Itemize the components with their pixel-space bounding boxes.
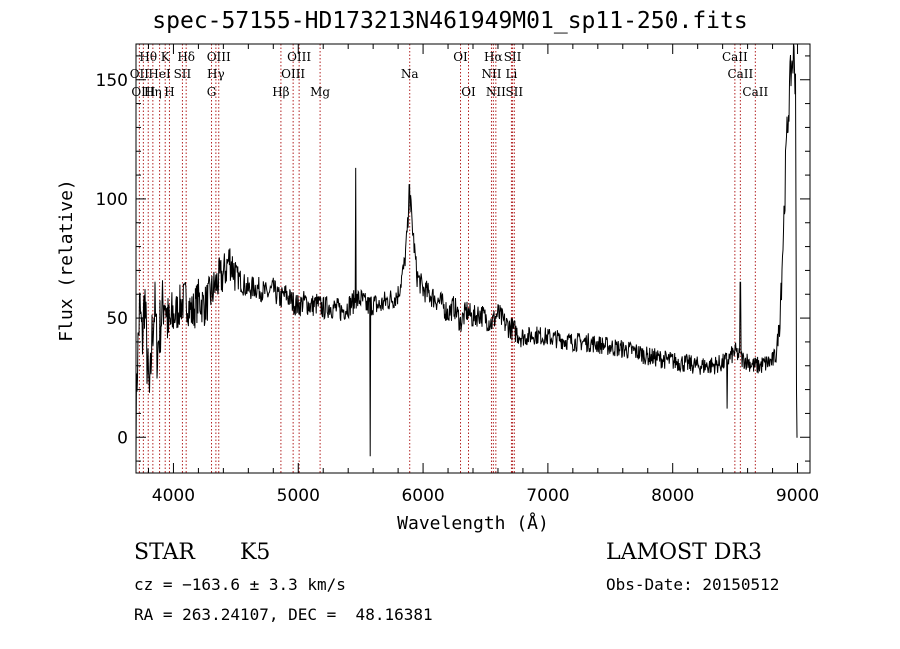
line-marker-label: HeI	[148, 67, 171, 81]
line-marker-label: H	[164, 85, 174, 99]
chart-title: spec-57155-HD173213N461949M01_sp11-250.f…	[152, 8, 748, 34]
line-markers	[138, 44, 756, 473]
line-marker-label: Na	[401, 67, 419, 81]
line-marker-label: NII	[481, 67, 501, 81]
line-marker-label: OI	[453, 50, 468, 64]
line-marker-label: K	[161, 50, 171, 64]
x-tick-label: 4000	[152, 486, 195, 506]
redshift-cz: cz = −163.6 ± 3.3 km/s	[134, 575, 346, 594]
line-marker-label: SII	[174, 67, 192, 81]
line-marker-label: CaII	[727, 67, 753, 81]
x-tick-label: 6000	[401, 486, 444, 506]
axes-frame	[135, 43, 811, 474]
y-tick-label: 100	[96, 190, 128, 210]
object-class: STAR	[134, 540, 195, 565]
y-tick-label: 0	[117, 428, 128, 448]
line-marker-label: OIII	[281, 67, 305, 81]
x-tick-label: 5000	[277, 486, 320, 506]
line-marker-label: Hδ	[177, 50, 195, 64]
line-marker-label: Hθ	[139, 50, 157, 64]
line-marker-label: OII	[130, 67, 150, 81]
line-marker-label: NII	[486, 85, 506, 99]
line-marker-label: Hη	[144, 85, 162, 99]
line-marker-label: SII	[504, 50, 522, 64]
x-tick-label: 9000	[776, 486, 819, 506]
line-marker-label: Hγ	[207, 67, 225, 81]
survey-name: LAMOST DR3	[606, 540, 762, 565]
line-marker-label: CaII	[722, 50, 748, 64]
line-marker-label: OIII	[287, 50, 311, 64]
spectrum-series-line	[135, 43, 798, 459]
line-marker-label: Hβ	[272, 85, 289, 99]
line-marker-label: SII	[505, 85, 523, 99]
line-marker-label: OIII	[207, 50, 231, 64]
line-marker-label: Li	[506, 67, 518, 81]
axes: 4000 5000 6000 7000 8000 9000 0 50 100 150 Wavelen…	[56, 43, 819, 534]
y-tick-label: 50	[106, 309, 128, 329]
line-marker-label: OIII	[131, 85, 155, 99]
y-tick-label: 150	[96, 71, 128, 91]
x-tick-label: 7000	[526, 486, 569, 506]
x-tick-label: 8000	[651, 486, 694, 506]
ra-dec: RA = 263.24107, DEC = 48.16381	[134, 605, 433, 624]
line-marker-label: Mg	[310, 85, 330, 99]
line-marker-label: Hα	[484, 50, 503, 64]
line-marker-label: CaII	[742, 85, 768, 99]
line-marker-label: G	[207, 85, 217, 99]
y-axis-label: Flux (relative)	[56, 179, 77, 342]
observation-date: Obs-Date: 20150512	[606, 575, 780, 594]
x-axis-label: Wavelength (Å)	[397, 512, 549, 534]
plot-area	[135, 43, 798, 459]
object-subclass: K5	[240, 540, 271, 565]
line-marker-label: OI	[461, 85, 476, 99]
